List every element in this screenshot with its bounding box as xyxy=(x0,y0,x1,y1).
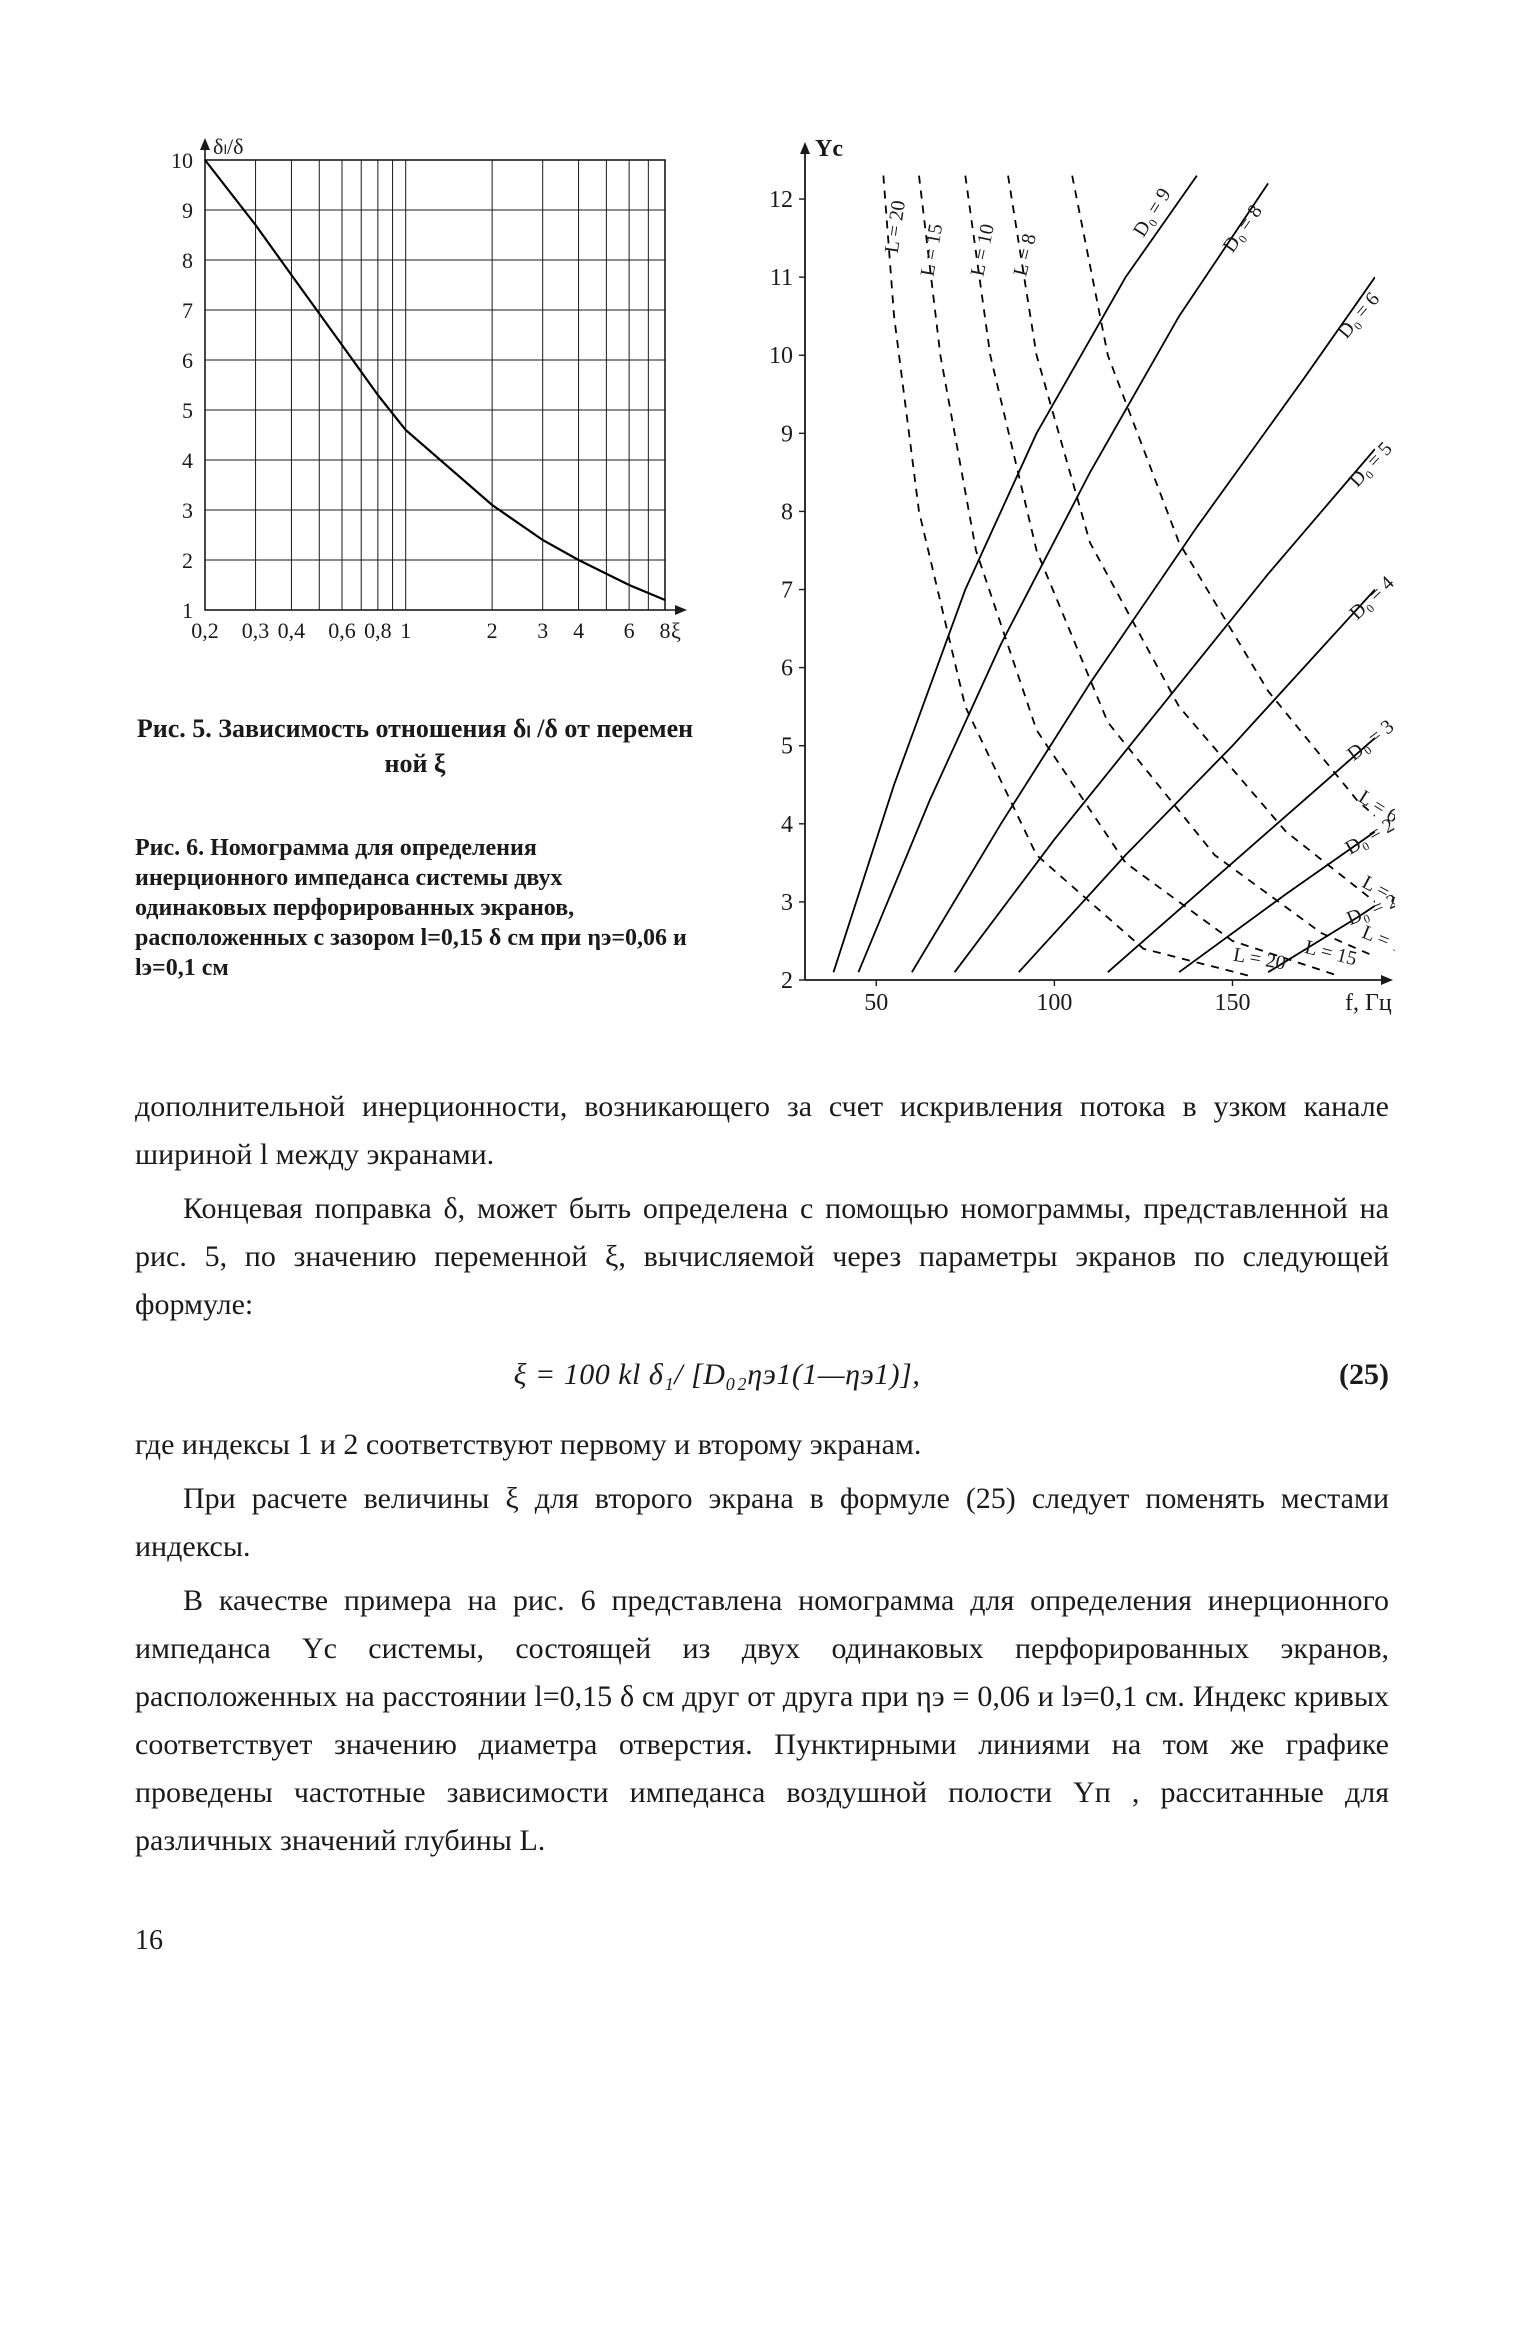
svg-text:2: 2 xyxy=(182,548,193,573)
svg-text:12: 12 xyxy=(769,187,793,213)
svg-text:0,6: 0,6 xyxy=(328,618,356,643)
left-column: 123456789100,20,30,40,60,8123468δₗ/δξ Ри… xyxy=(135,130,695,983)
svg-text:6: 6 xyxy=(624,618,635,643)
svg-text:3: 3 xyxy=(182,498,193,523)
fig5-chart: 123456789100,20,30,40,60,8123468δₗ/δξ xyxy=(135,130,695,670)
svg-text:9: 9 xyxy=(781,421,793,447)
svg-text:ξ: ξ xyxy=(671,618,681,643)
svg-text:5: 5 xyxy=(781,734,793,760)
para-1: дополнительной инерционности, возникающе… xyxy=(135,1083,1389,1179)
svg-text:L = 15: L = 15 xyxy=(917,222,948,278)
svg-text:0,8: 0,8 xyxy=(364,618,392,643)
svg-text:L = 10: L = 10 xyxy=(1359,921,1395,961)
svg-text:6: 6 xyxy=(182,348,193,373)
svg-text:150: 150 xyxy=(1215,990,1251,1016)
svg-text:D₀ = 3: D₀ = 3 xyxy=(1343,715,1395,765)
svg-text:0,4: 0,4 xyxy=(278,618,306,643)
svg-text:4: 4 xyxy=(182,448,193,473)
page-number: 16 xyxy=(135,1925,1389,1957)
para-2: Концевая поправка δ, может быть определе… xyxy=(135,1185,1389,1329)
svg-text:f, Гц: f, Гц xyxy=(1345,990,1392,1016)
svg-text:8: 8 xyxy=(781,499,793,525)
para-4: При расчете величины ξ для второго экран… xyxy=(135,1475,1389,1571)
svg-text:0,2: 0,2 xyxy=(191,618,219,643)
svg-text:10: 10 xyxy=(769,343,793,369)
formula-25: ξ = 100 kl δ₁/ [D₀₂ηэ1(1—ηэ1)], xyxy=(135,1351,1299,1399)
svg-text:50: 50 xyxy=(864,990,888,1016)
eq-number-25: (25) xyxy=(1299,1351,1389,1399)
fig6-chart: 2 3 4 5 6 7 8 9 10 11 12 50 100 150 Yc f, Гц D₀ = 9 D₀ = … xyxy=(735,130,1395,1040)
svg-text:3: 3 xyxy=(781,890,793,916)
page: 123456789100,20,30,40,60,8123468δₗ/δξ Ри… xyxy=(0,0,1524,2037)
svg-text:5: 5 xyxy=(182,398,193,423)
svg-text:D₀ = 8: D₀ = 8 xyxy=(1219,201,1267,257)
svg-text:L = 15: L = 15 xyxy=(1303,936,1360,970)
svg-text:7: 7 xyxy=(182,298,193,323)
svg-text:100: 100 xyxy=(1036,990,1072,1016)
svg-text:9: 9 xyxy=(182,198,193,223)
svg-text:D₀ = 6: D₀ = 6 xyxy=(1333,288,1384,343)
para-3: где индексы 1 и 2 соответствуют первому … xyxy=(135,1421,1389,1469)
svg-text:10: 10 xyxy=(171,148,193,173)
svg-text:L = 8: L = 8 xyxy=(1009,232,1041,279)
svg-text:6: 6 xyxy=(781,656,793,682)
svg-text:D₀ = 4: D₀ = 4 xyxy=(1345,572,1395,624)
svg-text:4: 4 xyxy=(781,812,793,838)
svg-text:0,3: 0,3 xyxy=(242,618,270,643)
svg-text:3: 3 xyxy=(537,618,548,643)
svg-text:Yc: Yc xyxy=(815,136,843,162)
formula-row: ξ = 100 kl δ₁/ [D₀₂ηэ1(1—ηэ1)], (25) xyxy=(135,1351,1389,1399)
svg-text:11: 11 xyxy=(770,265,793,291)
svg-text:4: 4 xyxy=(573,618,584,643)
svg-text:8: 8 xyxy=(182,248,193,273)
svg-text:L = 10: L = 10 xyxy=(966,222,998,278)
fig6-caption: Рис. 6. Номограмма для определения инерц… xyxy=(135,833,695,983)
svg-text:D₀ = 9: D₀ = 9 xyxy=(1129,184,1176,240)
svg-text:δₗ/δ: δₗ/δ xyxy=(213,134,244,159)
svg-text:8: 8 xyxy=(660,618,671,643)
svg-text:2: 2 xyxy=(781,968,793,994)
svg-text:2: 2 xyxy=(487,618,498,643)
right-column: 2 3 4 5 6 7 8 9 10 11 12 50 100 150 Yc f, Гц D₀ = 9 D₀ = … xyxy=(735,130,1395,1045)
body-text: дополнительной инерционности, возникающе… xyxy=(135,1083,1389,1865)
para-5: В качестве примера на рис. 6 представлен… xyxy=(135,1577,1389,1865)
figures-row: 123456789100,20,30,40,60,8123468δₗ/δξ Ри… xyxy=(135,130,1389,1045)
svg-text:1: 1 xyxy=(400,618,411,643)
fig5-caption: Рис. 5. Зависимость отношения δₗ /δ от п… xyxy=(135,711,695,781)
svg-text:D₀ = 5: D₀ = 5 xyxy=(1345,438,1395,492)
svg-text:L = 20: L = 20 xyxy=(1232,944,1288,975)
svg-text:7: 7 xyxy=(781,578,793,604)
